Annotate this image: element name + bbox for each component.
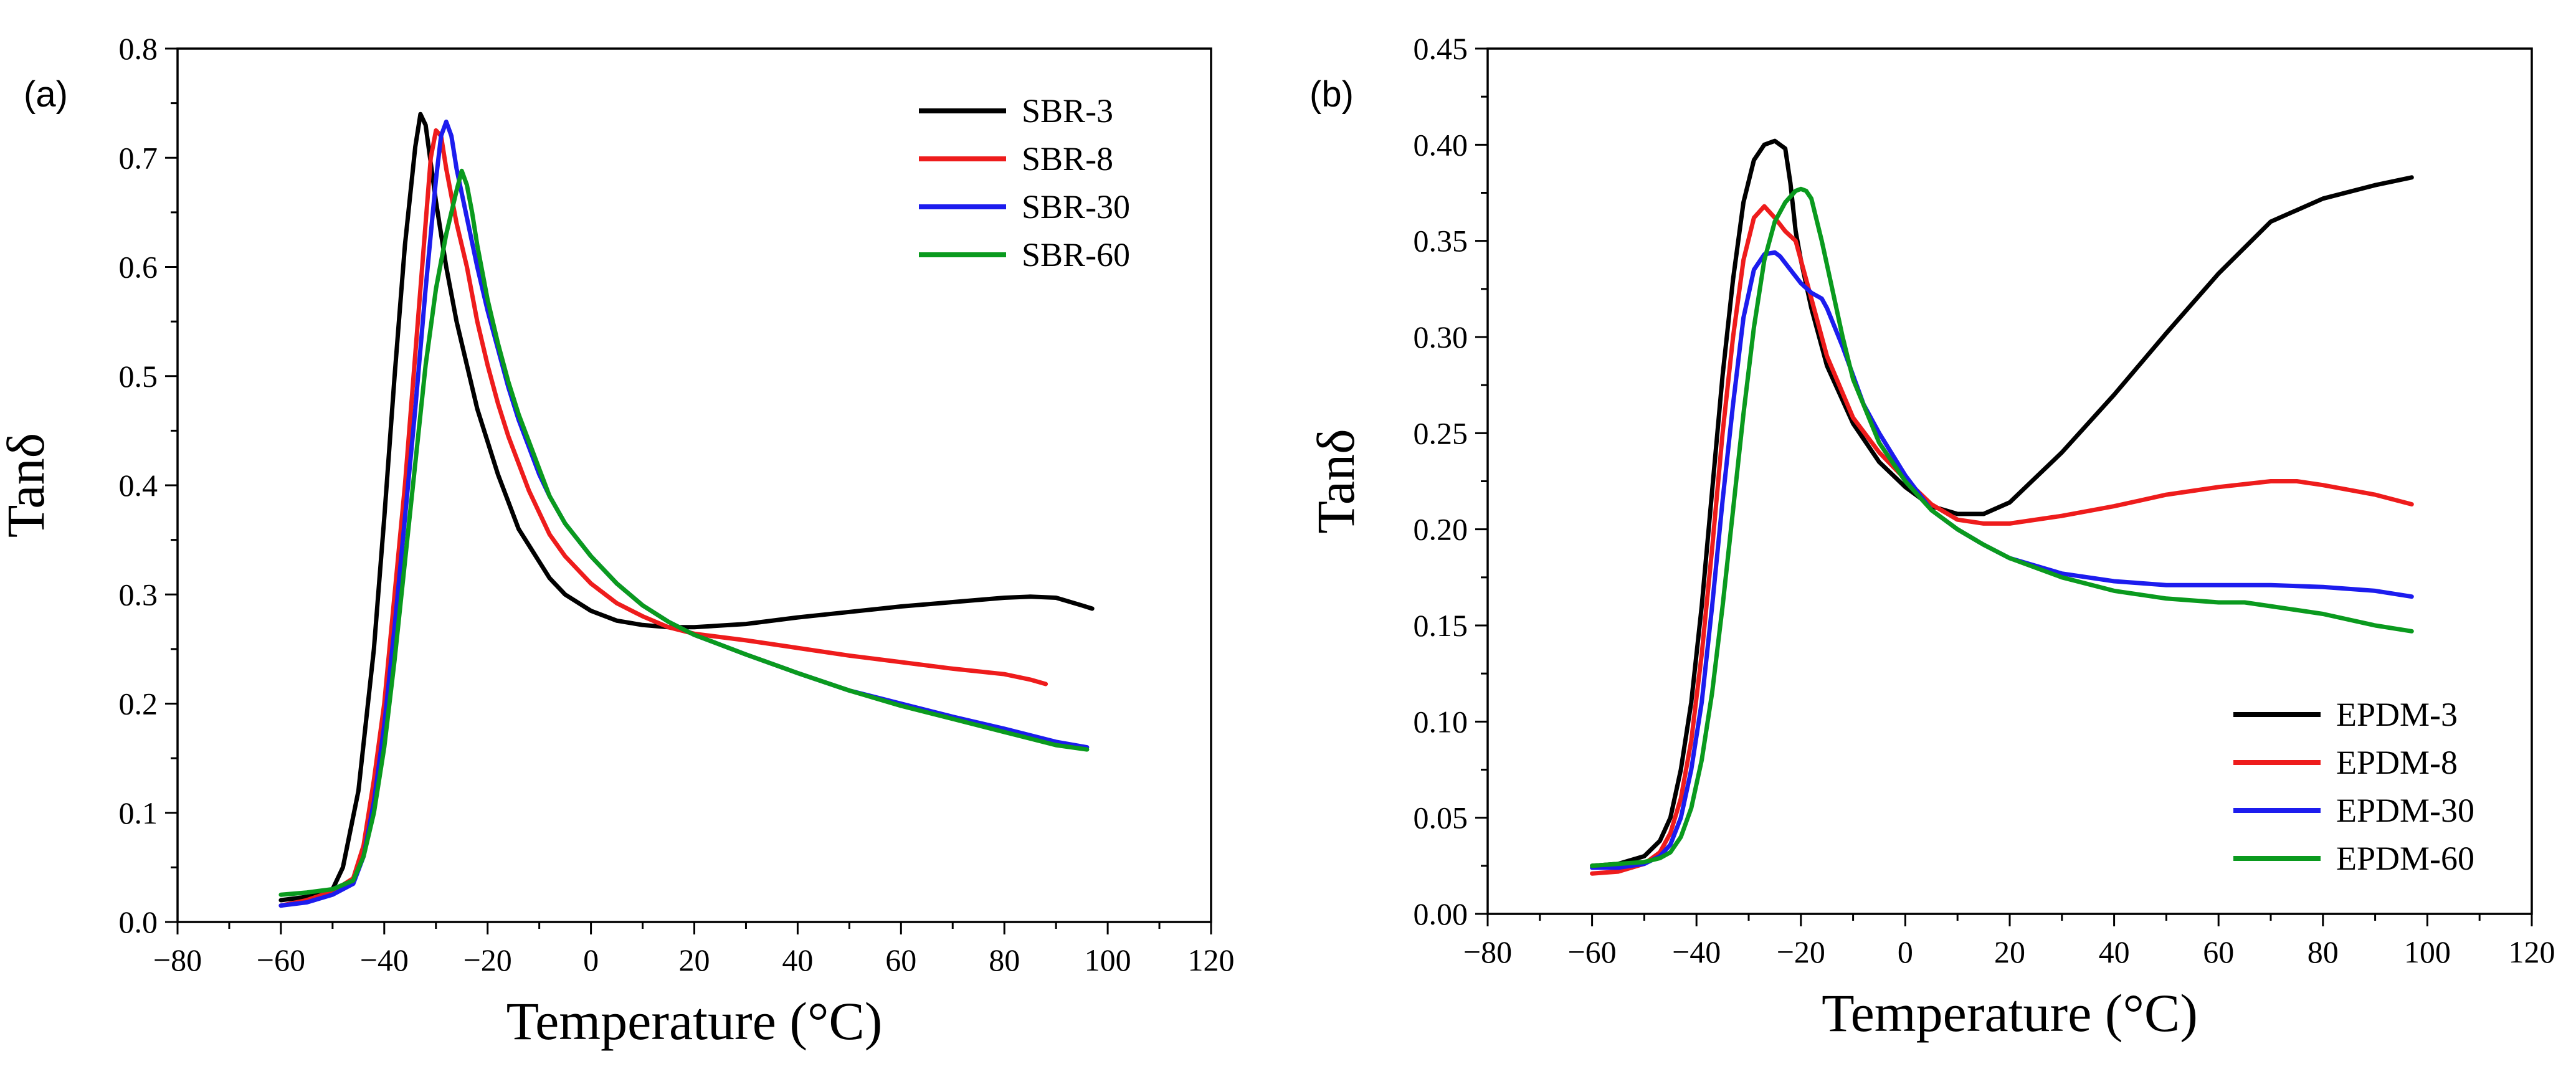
series-line-epdm-60 xyxy=(1590,186,2414,868)
legend-label-sbr-30: SBR-30 xyxy=(1022,188,1130,226)
x-tick-label: −40 xyxy=(360,943,409,977)
plot-frame xyxy=(1486,47,2533,915)
x-tick-label: 0 xyxy=(1898,934,1913,969)
panel-b: −80 −60 −40 −20 0 20 40 60 80 100 120 0.00 0.05 0.10 0… xyxy=(1306,31,2555,1043)
y-tick-label: 0.5 xyxy=(119,359,158,394)
y-tick-label: 0.0 xyxy=(119,905,158,939)
series-line-epdm-30 xyxy=(1590,250,2414,870)
y-tick-label: 0.35 xyxy=(1414,224,1468,259)
y-tick-label: 0.8 xyxy=(119,31,158,66)
panel-a: −80 −60 −40 −20 0 20 40 60 80 100 120 0.0 0.1 0.2 0.3 0… xyxy=(0,31,1235,1051)
legend-label-sbr-8: SBR-8 xyxy=(1022,140,1113,178)
y-axis-label: Tanδ xyxy=(1306,429,1366,533)
plot-frame xyxy=(176,47,1212,923)
x-tick-label: −60 xyxy=(257,943,305,977)
y-tick-label: 0.7 xyxy=(119,140,158,175)
x-tick-label: 120 xyxy=(1188,943,1235,977)
panel-label-b: (b) xyxy=(1309,74,1354,115)
legend-label-epdm-3: EPDM-3 xyxy=(2336,696,2458,733)
x-tick-label: 100 xyxy=(2404,934,2451,969)
x-tick-label: 40 xyxy=(2099,934,2130,969)
panel-label-a: (a) xyxy=(24,74,68,115)
legend-label-sbr-60: SBR-60 xyxy=(1022,236,1130,273)
series-line-sbr-3 xyxy=(278,112,1095,903)
x-tick-label: −40 xyxy=(1672,934,1721,969)
x-tick-label: 40 xyxy=(782,943,813,977)
x-tick-label: −20 xyxy=(463,943,512,977)
y-tick-label: 0.4 xyxy=(119,468,158,503)
x-tick-label: 120 xyxy=(2509,934,2555,969)
y-tick-label: 0.25 xyxy=(1414,416,1468,450)
y-tick-label: 0.10 xyxy=(1414,704,1468,739)
x-tick-label: 60 xyxy=(2203,934,2234,969)
y-tick-label: 0.30 xyxy=(1414,320,1468,354)
y-tick-label: 0.00 xyxy=(1414,896,1468,931)
legend-label-sbr-3: SBR-3 xyxy=(1022,92,1113,130)
x-tick-label: 20 xyxy=(679,943,710,977)
x-tick-label: 20 xyxy=(1994,934,2025,969)
y-tick-label: 0.05 xyxy=(1414,801,1468,835)
series-line-epdm-3 xyxy=(1590,138,2414,868)
legend-label-epdm-30: EPDM-30 xyxy=(2336,792,2474,829)
legend-label-epdm-8: EPDM-8 xyxy=(2336,744,2458,781)
y-tick-label: 0.2 xyxy=(119,687,158,721)
series-line-sbr-8 xyxy=(278,128,1048,908)
series-line-sbr-60 xyxy=(278,168,1090,897)
x-tick-label: 80 xyxy=(989,943,1020,977)
x-tick-label: −20 xyxy=(1777,934,1825,969)
y-tick-label: 0.1 xyxy=(119,796,158,830)
y-tick-label: 0.40 xyxy=(1414,127,1468,162)
x-tick-label: 0 xyxy=(583,943,599,977)
x-axis-label: Temperature (°C) xyxy=(506,991,883,1051)
y-tick-label: 0.15 xyxy=(1414,608,1468,643)
y-tick-label: 0.20 xyxy=(1414,512,1468,547)
y-tick-label: 0.45 xyxy=(1414,31,1468,66)
series-line-epdm-8 xyxy=(1590,204,2414,876)
x-tick-label: 60 xyxy=(885,943,916,977)
legend-label-epdm-60: EPDM-60 xyxy=(2336,840,2474,877)
x-tick-label: −60 xyxy=(1567,934,1616,969)
y-tick-label: 0.3 xyxy=(119,577,158,612)
y-axis-label: Tanδ xyxy=(0,433,55,538)
x-axis-label: Temperature (°C) xyxy=(1822,983,2198,1043)
y-tick-label: 0.6 xyxy=(119,250,158,285)
x-tick-label: 100 xyxy=(1085,943,1131,977)
x-tick-label: −80 xyxy=(1463,934,1512,969)
x-tick-label: 80 xyxy=(2307,934,2339,969)
x-tick-label: −80 xyxy=(153,943,202,977)
